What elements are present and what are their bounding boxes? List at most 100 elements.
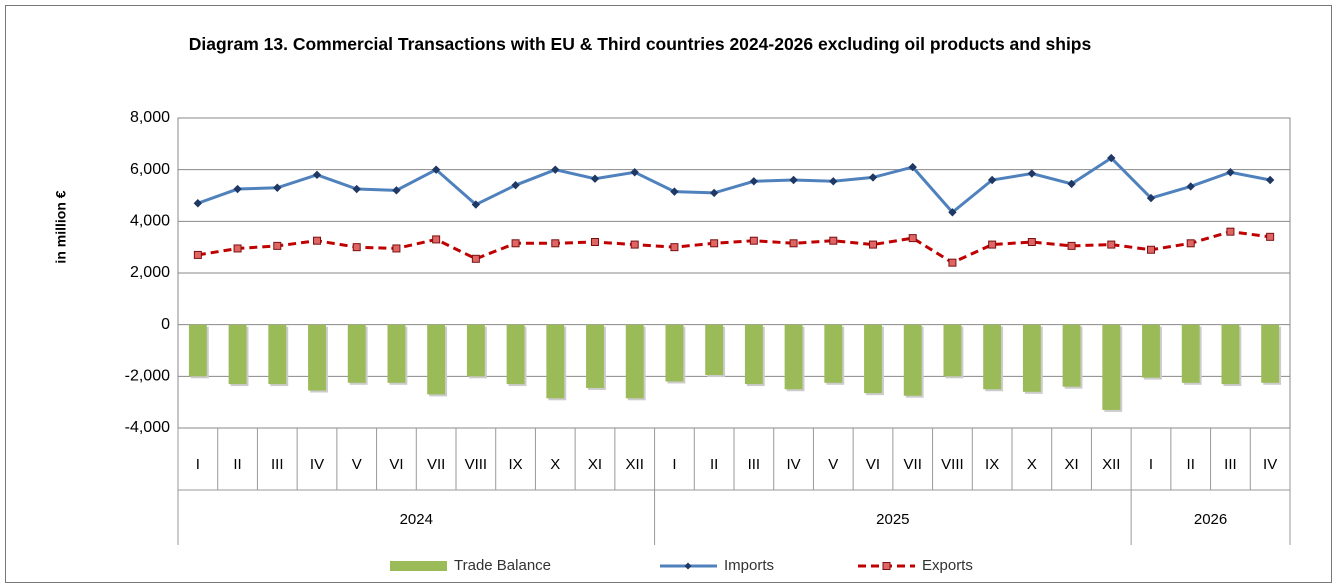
marker — [829, 236, 838, 245]
x-tick-label: VIII — [941, 456, 964, 473]
marker — [1107, 240, 1116, 249]
marker — [591, 238, 599, 246]
bar — [1261, 324, 1280, 383]
bar — [228, 324, 247, 385]
x-tick-label: X — [1027, 456, 1037, 473]
marker — [511, 239, 520, 248]
y-tick-label: 4,000 — [130, 213, 170, 230]
x-tick-label: XI — [1064, 456, 1078, 473]
x-tick-label: III — [271, 456, 284, 473]
marker — [908, 162, 917, 172]
bar — [1062, 324, 1081, 387]
x-tick-label: III — [748, 456, 761, 473]
marker — [710, 239, 719, 248]
marker — [670, 243, 679, 252]
bar — [308, 324, 326, 391]
bar — [466, 324, 485, 377]
bar — [586, 324, 604, 388]
year-label: 2026 — [1194, 511, 1227, 528]
x-tick-label: V — [352, 456, 362, 473]
marker — [1266, 232, 1275, 241]
bar — [1221, 324, 1240, 385]
marker — [987, 175, 997, 185]
x-tick-label: I — [1149, 456, 1153, 473]
marker — [630, 168, 639, 177]
x-tick-label: IV — [310, 456, 324, 473]
y-tick-label: -4,000 — [125, 419, 170, 436]
x-tick-label: IX — [508, 456, 522, 473]
marker — [352, 243, 361, 252]
marker — [471, 254, 480, 263]
marker — [392, 186, 401, 195]
x-tick-label: II — [233, 456, 241, 473]
marker — [193, 250, 202, 259]
marker — [988, 240, 997, 249]
y-tick-label: 0 — [161, 316, 170, 333]
marker — [432, 235, 441, 244]
x-tick-label: IV — [786, 456, 800, 473]
marker — [1226, 227, 1235, 236]
x-tick-label: IX — [985, 456, 999, 473]
bar — [1102, 324, 1121, 410]
marker — [749, 236, 758, 245]
marker — [1265, 175, 1275, 185]
bar — [625, 324, 644, 399]
y-tick-label: -2,000 — [125, 368, 170, 385]
bar — [347, 324, 366, 383]
bar — [903, 324, 922, 396]
x-tick-label: VIII — [465, 456, 488, 473]
y-axis-label: in million € — [53, 190, 69, 263]
bar — [188, 324, 207, 377]
legend-label: Exports — [922, 557, 973, 574]
x-tick-label: XI — [588, 456, 602, 473]
marker — [868, 173, 878, 182]
marker — [829, 177, 838, 186]
marker — [749, 177, 759, 186]
bar — [943, 324, 962, 377]
line — [197, 156, 1271, 215]
marker — [471, 200, 481, 209]
x-tick-label: II — [710, 456, 718, 473]
marker — [233, 184, 242, 194]
bar — [387, 324, 406, 383]
bar — [268, 324, 287, 385]
bar — [1181, 324, 1200, 383]
x-tick-label: XII — [1102, 456, 1120, 473]
chart-frame — [5, 5, 1332, 583]
marker — [670, 187, 679, 196]
marker — [392, 244, 401, 253]
marker — [709, 188, 719, 198]
marker — [1186, 182, 1195, 191]
marker — [1147, 245, 1155, 254]
bar — [546, 324, 565, 399]
x-tick-label: IV — [1263, 456, 1277, 473]
legend-label: Trade Balance — [454, 557, 551, 574]
marker — [908, 234, 917, 243]
bar — [427, 324, 446, 395]
x-tick-label: I — [196, 456, 200, 473]
marker — [1027, 169, 1037, 178]
bar — [784, 324, 803, 390]
x-tick-label: III — [1224, 456, 1237, 473]
y-tick-label: 2,000 — [130, 264, 170, 281]
marker — [1067, 241, 1076, 250]
y-tick-label: 8,000 — [130, 109, 170, 126]
marker — [233, 244, 242, 253]
x-tick-label: VII — [427, 456, 445, 473]
marker — [313, 236, 321, 245]
marker — [273, 183, 282, 192]
legend-label: Imports — [724, 557, 774, 574]
line — [197, 230, 1271, 265]
x-tick-label: I — [672, 456, 676, 473]
marker — [1186, 239, 1195, 248]
marker — [1027, 238, 1036, 246]
x-tick-label: X — [550, 456, 560, 473]
marker — [948, 208, 957, 217]
bar — [983, 324, 1002, 390]
bar — [864, 324, 882, 394]
marker — [1107, 153, 1116, 163]
bar — [705, 324, 724, 376]
x-tick-label: VI — [866, 456, 880, 473]
